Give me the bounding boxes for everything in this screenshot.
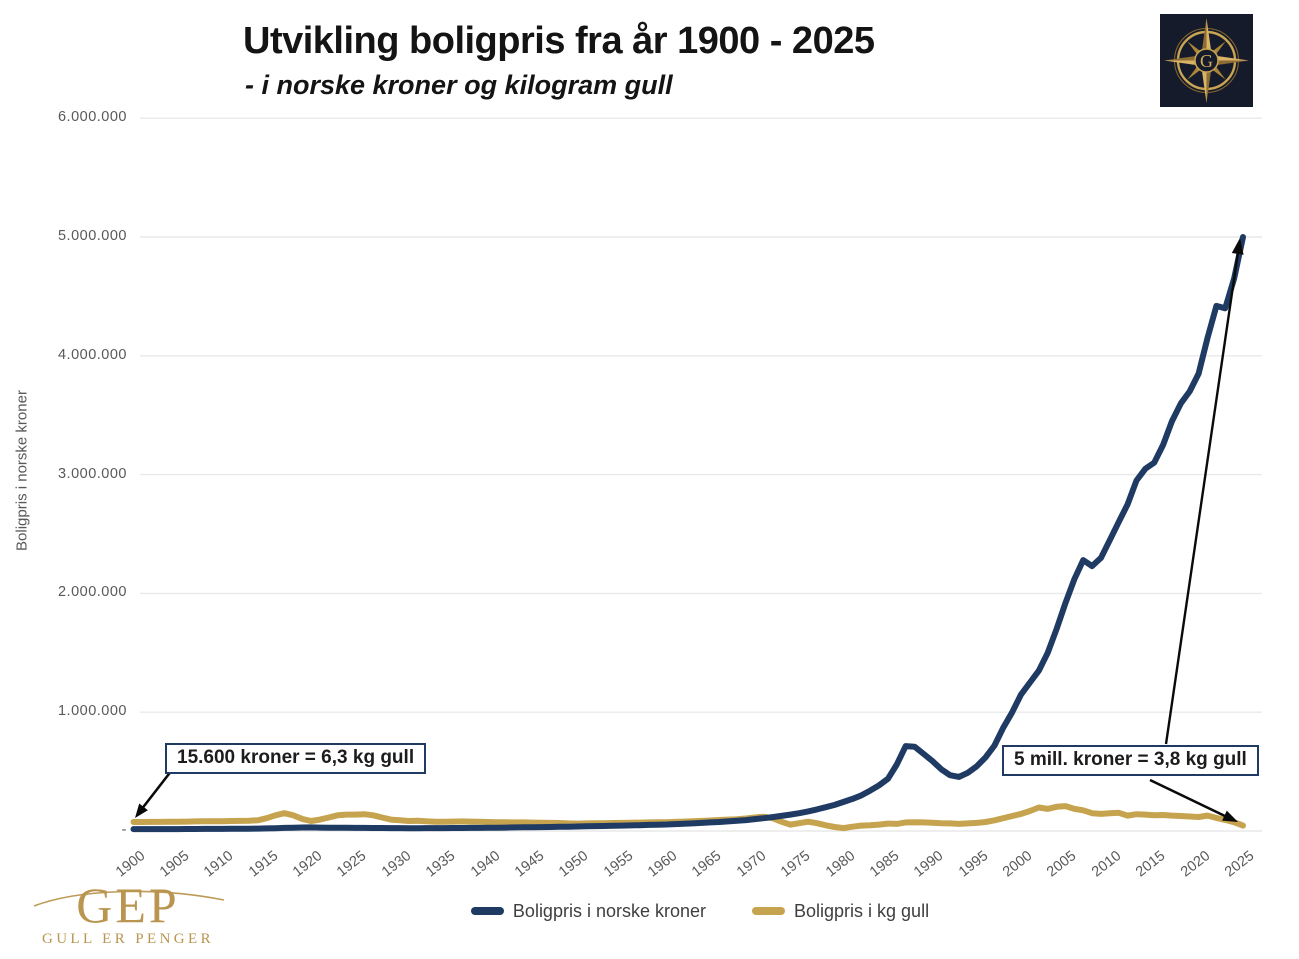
y-tick-label: 6.000.000 [57,109,127,126]
arrow-down-head [1222,810,1238,822]
series-lines [130,234,1246,833]
annotation-1900: 15.600 kroner = 6,3 kg gull [165,743,427,774]
arrow-left-head [135,803,148,818]
legend-label-gull: Boligpris i kg gull [794,900,930,921]
legend-label-nok: Boligpris i norske kroner [512,900,706,921]
compass-center-disc [1194,48,1219,73]
y-tick-label: - [121,822,127,838]
legend-item-nok: Boligpris i norske kroner [470,900,706,922]
arrow-up-line [1164,251,1240,745]
compass-logo: G [1160,14,1253,107]
annotation-2025: 5 mill. kroner = 3,8 kg gull [1002,745,1259,776]
chart-subtitle: - i norske kroner og kilogram gull [245,70,673,100]
gep-logo-text: GEP [76,877,179,933]
arrow-up-head [1231,238,1244,255]
gep-swoosh [33,890,225,907]
gep-footer-logo: GEP GULL ER PENGER [33,877,225,947]
y-tick-label: 5.000.000 [57,228,127,244]
gridlines [140,117,1262,832]
nok-line-swatch [470,907,504,915]
gep-logo-subtext: GULL ER PENGER [42,931,214,947]
logo-monogram: G [1200,51,1213,71]
arrow-down-line [1149,778,1228,819]
annotation-arrows [135,238,1244,822]
y-tick-label: 4.000.000 [57,346,127,363]
nok-price-line [130,234,1246,833]
y-tick-label: 1.000.000 [57,703,127,720]
chart-title: Utvikling boligpris fra år 1900 - 2025 [243,20,875,62]
gold-line-swatch [752,907,785,915]
legend: Boligpris i norske kroner Boligpris i kg… [420,896,980,926]
y-tick-label: 3.000.000 [57,465,127,482]
arrow-left-line [139,769,174,811]
legend-item-gull: Boligpris i kg gull [752,901,929,922]
y-tick-label: 2.000.000 [57,584,127,601]
